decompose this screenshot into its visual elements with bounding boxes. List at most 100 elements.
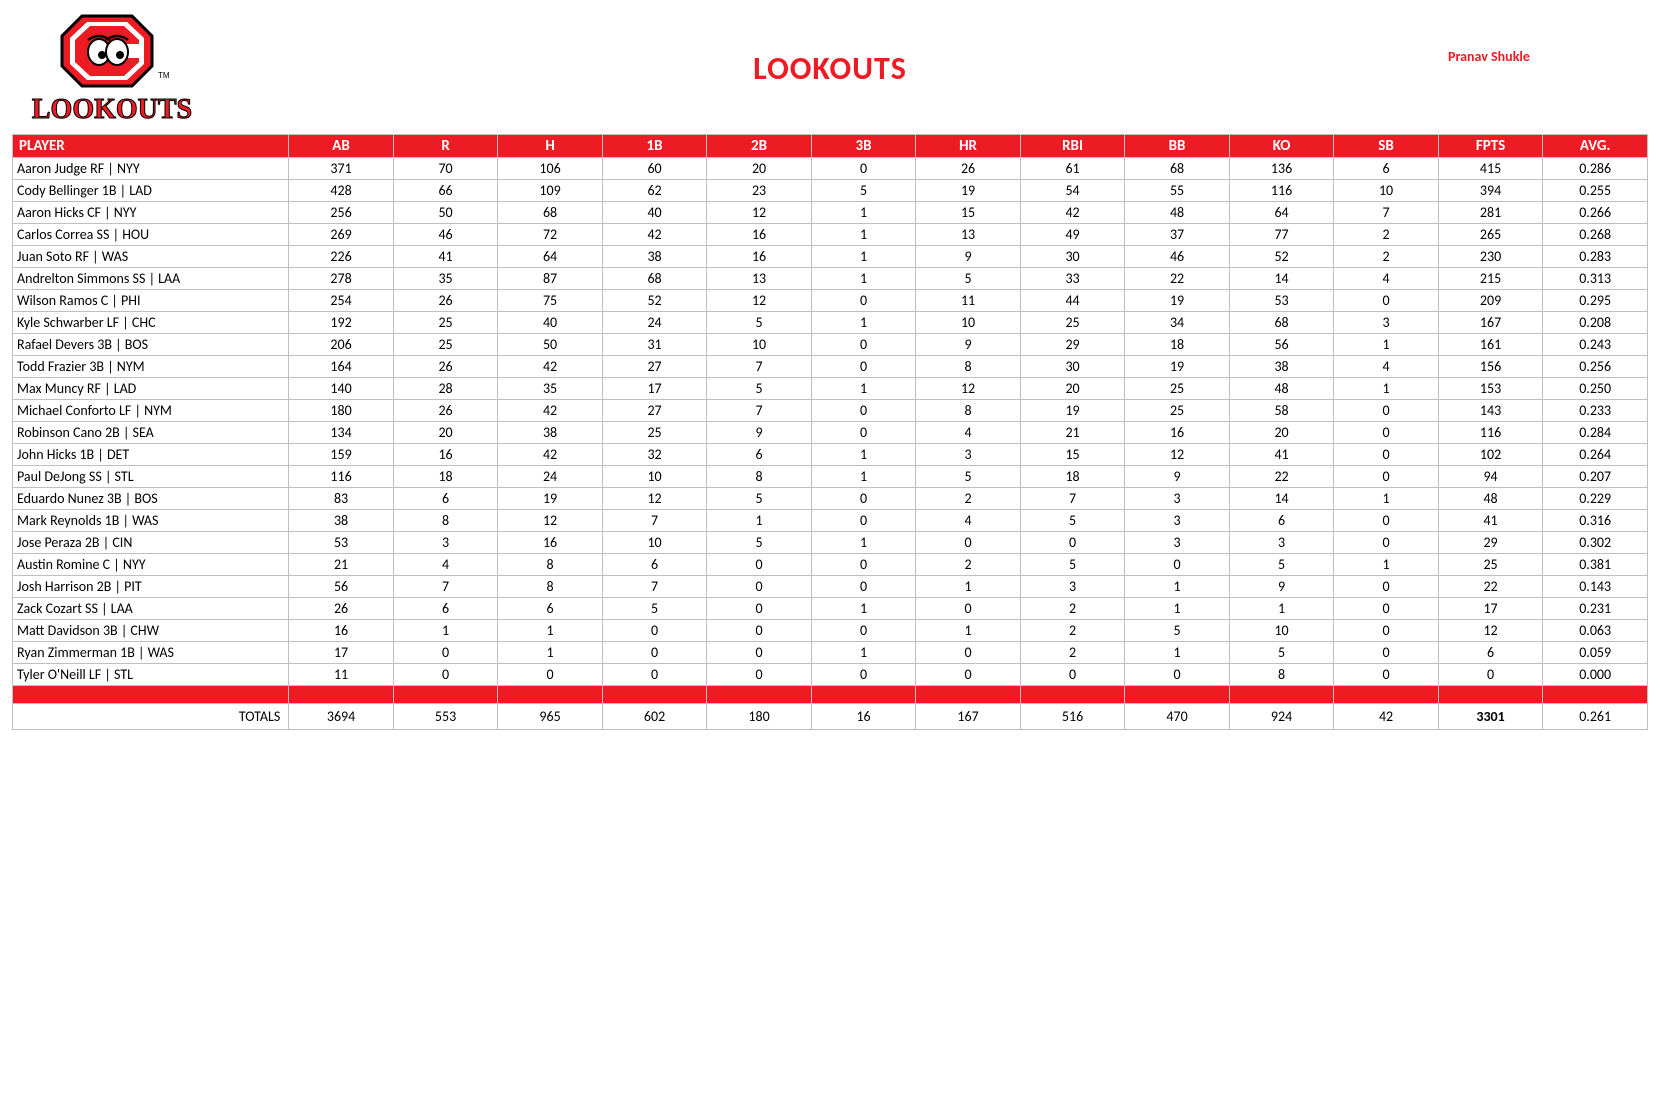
stat-cell: 5	[707, 312, 812, 334]
stat-cell: 38	[289, 510, 394, 532]
stat-cell: 134	[289, 422, 394, 444]
stat-cell: 23	[707, 180, 812, 202]
table-row: Juan Soto RF | WAS2264164381619304652223…	[13, 246, 1648, 268]
stat-cell: 5	[707, 488, 812, 510]
stat-cell: 19	[916, 180, 1021, 202]
stat-cell: 48	[1438, 488, 1543, 510]
totals-cell: 516	[1020, 704, 1125, 730]
col-bb: BB	[1125, 135, 1230, 158]
stat-cell: 10	[1334, 180, 1439, 202]
stat-cell: 14	[1229, 488, 1334, 510]
player-cell: Austin Romine C | NYY	[13, 554, 289, 576]
stat-cell: 6	[393, 488, 498, 510]
stat-cell: 428	[289, 180, 394, 202]
stat-cell: 6	[707, 444, 812, 466]
totals-cell: 180	[707, 704, 812, 730]
stat-cell: 0	[1020, 664, 1125, 686]
stat-cell: 11	[916, 290, 1021, 312]
totals-cell: 602	[602, 704, 707, 730]
stat-cell: 0.256	[1543, 356, 1648, 378]
stat-cell: 0	[707, 664, 812, 686]
stat-cell: 42	[602, 224, 707, 246]
stat-cell: 1	[811, 378, 916, 400]
stat-cell: 53	[289, 532, 394, 554]
col-h: H	[498, 135, 603, 158]
stat-cell: 19	[1020, 400, 1125, 422]
stat-cell: 281	[1438, 202, 1543, 224]
stat-cell: 0.059	[1543, 642, 1648, 664]
stat-cell: 68	[1229, 312, 1334, 334]
stat-cell: 8	[707, 466, 812, 488]
stat-cell: 19	[1125, 356, 1230, 378]
stat-cell: 8	[1229, 664, 1334, 686]
stat-cell: 5	[1020, 554, 1125, 576]
stat-cell: 6	[1334, 158, 1439, 180]
stats-table: PLAYERABRH1B2B3BHRRBIBBKOSBFPTSAVG. Aaro…	[12, 134, 1648, 730]
stat-cell: 60	[602, 158, 707, 180]
totals-cell: 167	[916, 704, 1021, 730]
stat-cell: 22	[1438, 576, 1543, 598]
stat-cell: 6	[1229, 510, 1334, 532]
stat-cell: 50	[393, 202, 498, 224]
stat-cell: 116	[289, 466, 394, 488]
table-row: Tyler O'Neill LF | STL11000000008000.000	[13, 664, 1648, 686]
stat-cell: 0.284	[1543, 422, 1648, 444]
stat-cell: 0	[393, 664, 498, 686]
stat-cell: 6	[1438, 642, 1543, 664]
stat-cell: 0	[1334, 422, 1439, 444]
stat-cell: 9	[916, 334, 1021, 356]
stat-cell: 14	[1229, 268, 1334, 290]
stat-cell: 0	[916, 598, 1021, 620]
stat-cell: 19	[1125, 290, 1230, 312]
stat-cell: 0.255	[1543, 180, 1648, 202]
stat-cell: 161	[1438, 334, 1543, 356]
svg-text:TM: TM	[158, 71, 170, 80]
stat-cell: 1	[811, 444, 916, 466]
stat-cell: 15	[916, 202, 1021, 224]
stat-cell: 5	[916, 466, 1021, 488]
stat-cell: 0	[1334, 598, 1439, 620]
stat-cell: 0.302	[1543, 532, 1648, 554]
stat-cell: 0.266	[1543, 202, 1648, 224]
player-cell: Matt Davidson 3B | CHW	[13, 620, 289, 642]
col-r: R	[393, 135, 498, 158]
stat-cell: 1	[811, 202, 916, 224]
stat-cell: 32	[602, 444, 707, 466]
stat-cell: 42	[1020, 202, 1125, 224]
stat-cell: 0	[1125, 554, 1230, 576]
stat-cell: 0.143	[1543, 576, 1648, 598]
stat-cell: 26	[393, 290, 498, 312]
stat-cell: 24	[498, 466, 603, 488]
stat-cell: 10	[602, 466, 707, 488]
player-cell: Josh Harrison 2B | PIT	[13, 576, 289, 598]
stat-cell: 1	[811, 642, 916, 664]
stat-cell: 1	[811, 532, 916, 554]
stat-cell: 192	[289, 312, 394, 334]
table-header: PLAYERABRH1B2B3BHRRBIBBKOSBFPTSAVG.	[13, 135, 1648, 158]
stat-cell: 49	[1020, 224, 1125, 246]
col-3b: 3B	[811, 135, 916, 158]
table-row: Mark Reynolds 1B | WAS3881271045360410.3…	[13, 510, 1648, 532]
stat-cell: 0	[811, 510, 916, 532]
stat-cell: 20	[393, 422, 498, 444]
stat-cell: 0	[811, 290, 916, 312]
stat-cell: 3	[1125, 532, 1230, 554]
stat-cell: 17	[1438, 598, 1543, 620]
stat-cell: 17	[602, 378, 707, 400]
stat-cell: 26	[393, 356, 498, 378]
stat-cell: 22	[1125, 268, 1230, 290]
stat-cell: 10	[916, 312, 1021, 334]
stat-cell: 64	[498, 246, 603, 268]
stat-cell: 1	[811, 268, 916, 290]
stat-cell: 55	[1125, 180, 1230, 202]
stat-cell: 12	[1438, 620, 1543, 642]
stat-cell: 9	[1229, 576, 1334, 598]
stat-cell: 61	[1020, 158, 1125, 180]
stat-cell: 0	[707, 620, 812, 642]
header: TM LOOKOUTS LOOKOUTS Pranav Shukle	[12, 8, 1648, 128]
stat-cell: 0.264	[1543, 444, 1648, 466]
table-row: Eduardo Nunez 3B | BOS836191250273141480…	[13, 488, 1648, 510]
stat-cell: 156	[1438, 356, 1543, 378]
stat-cell: 4	[393, 554, 498, 576]
stat-cell: 38	[498, 422, 603, 444]
